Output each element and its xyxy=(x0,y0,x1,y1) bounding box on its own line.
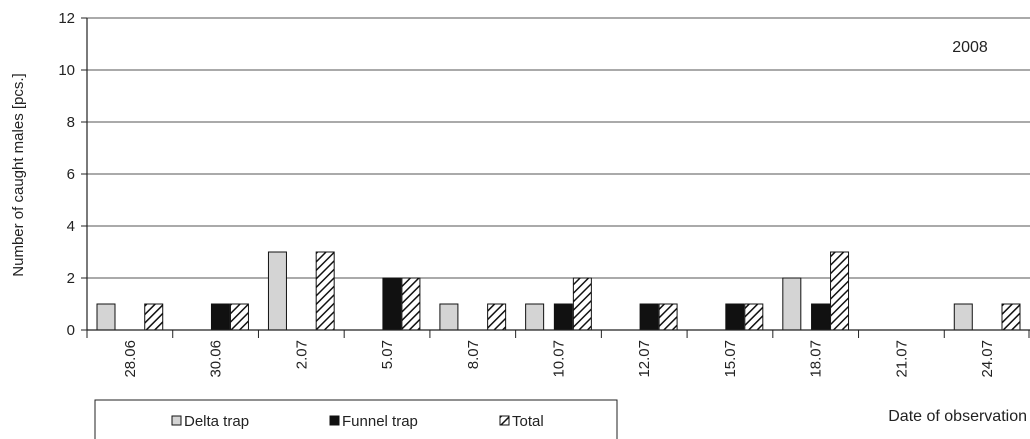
y-tick-label: 4 xyxy=(67,218,75,235)
x-tick-label: 10.07 xyxy=(551,340,568,378)
legend-frame xyxy=(94,399,618,439)
x-tick-label: 15.07 xyxy=(722,340,739,378)
y-tick-label: 2 xyxy=(67,270,75,287)
x-tick-label: 28.06 xyxy=(122,340,139,378)
bar-total xyxy=(144,303,164,331)
bar-total xyxy=(572,277,592,331)
legend-swatch-funnel-trap xyxy=(329,415,340,426)
bar-funnel-trap xyxy=(553,303,573,331)
bar-funnel-trap xyxy=(382,277,402,331)
y-tick-label: 8 xyxy=(67,114,75,131)
y-tick-label: 0 xyxy=(67,322,75,339)
bar-delta-trap xyxy=(439,303,459,331)
bar-total xyxy=(1001,303,1021,331)
x-tick-label: 8.07 xyxy=(465,340,482,369)
x-tick-label: 18.07 xyxy=(808,340,825,378)
gridlines xyxy=(87,17,1030,279)
legend-swatch-delta-trap xyxy=(171,415,182,426)
bar-delta-trap xyxy=(525,303,545,331)
x-tick-label: 21.07 xyxy=(893,340,910,378)
legend-swatch-total xyxy=(499,415,510,426)
bar-total xyxy=(487,303,507,331)
bar-delta-trap xyxy=(267,251,287,331)
bar-total xyxy=(229,303,249,331)
x-tick-label: 2.07 xyxy=(293,340,310,369)
y-tick-label: 12 xyxy=(58,10,75,27)
bar-total xyxy=(744,303,764,331)
bar-total xyxy=(658,303,678,331)
x-tick-label: 5.07 xyxy=(379,340,396,369)
bar-total xyxy=(401,277,421,331)
bar-funnel-trap xyxy=(725,303,745,331)
legend-label-delta-trap: Delta trap xyxy=(184,413,249,430)
chart-annotation: 2008 xyxy=(952,39,988,56)
legend: Delta trap Funnel trap Total xyxy=(94,399,618,439)
x-tick-label: 30.06 xyxy=(208,340,225,378)
y-tick-label: 6 xyxy=(67,166,75,183)
bar-delta-trap xyxy=(96,303,116,331)
y-axis-label: Number of caught males [pcs.] xyxy=(10,73,27,276)
x-tick-label: 12.07 xyxy=(636,340,653,378)
bar-funnel-trap xyxy=(639,303,659,331)
bars xyxy=(96,251,1021,331)
x-tick-label: 24.07 xyxy=(979,340,996,378)
bar-delta-trap xyxy=(953,303,973,331)
bar-funnel-trap xyxy=(210,303,230,331)
bar-delta-trap xyxy=(782,277,802,331)
x-axis-label: Date of observation xyxy=(888,408,1027,425)
legend-label-total: Total xyxy=(512,413,544,430)
axes: 0 2 4 6 8 10 12 28.06 30.06 2.07 5.07 8.07 10.07 12.0… xyxy=(58,10,1030,378)
y-tick-label: 10 xyxy=(58,62,75,79)
legend-label-funnel-trap: Funnel trap xyxy=(342,413,418,430)
bar-total xyxy=(830,251,850,331)
bar-total xyxy=(315,251,335,331)
bar-funnel-trap xyxy=(811,303,831,331)
